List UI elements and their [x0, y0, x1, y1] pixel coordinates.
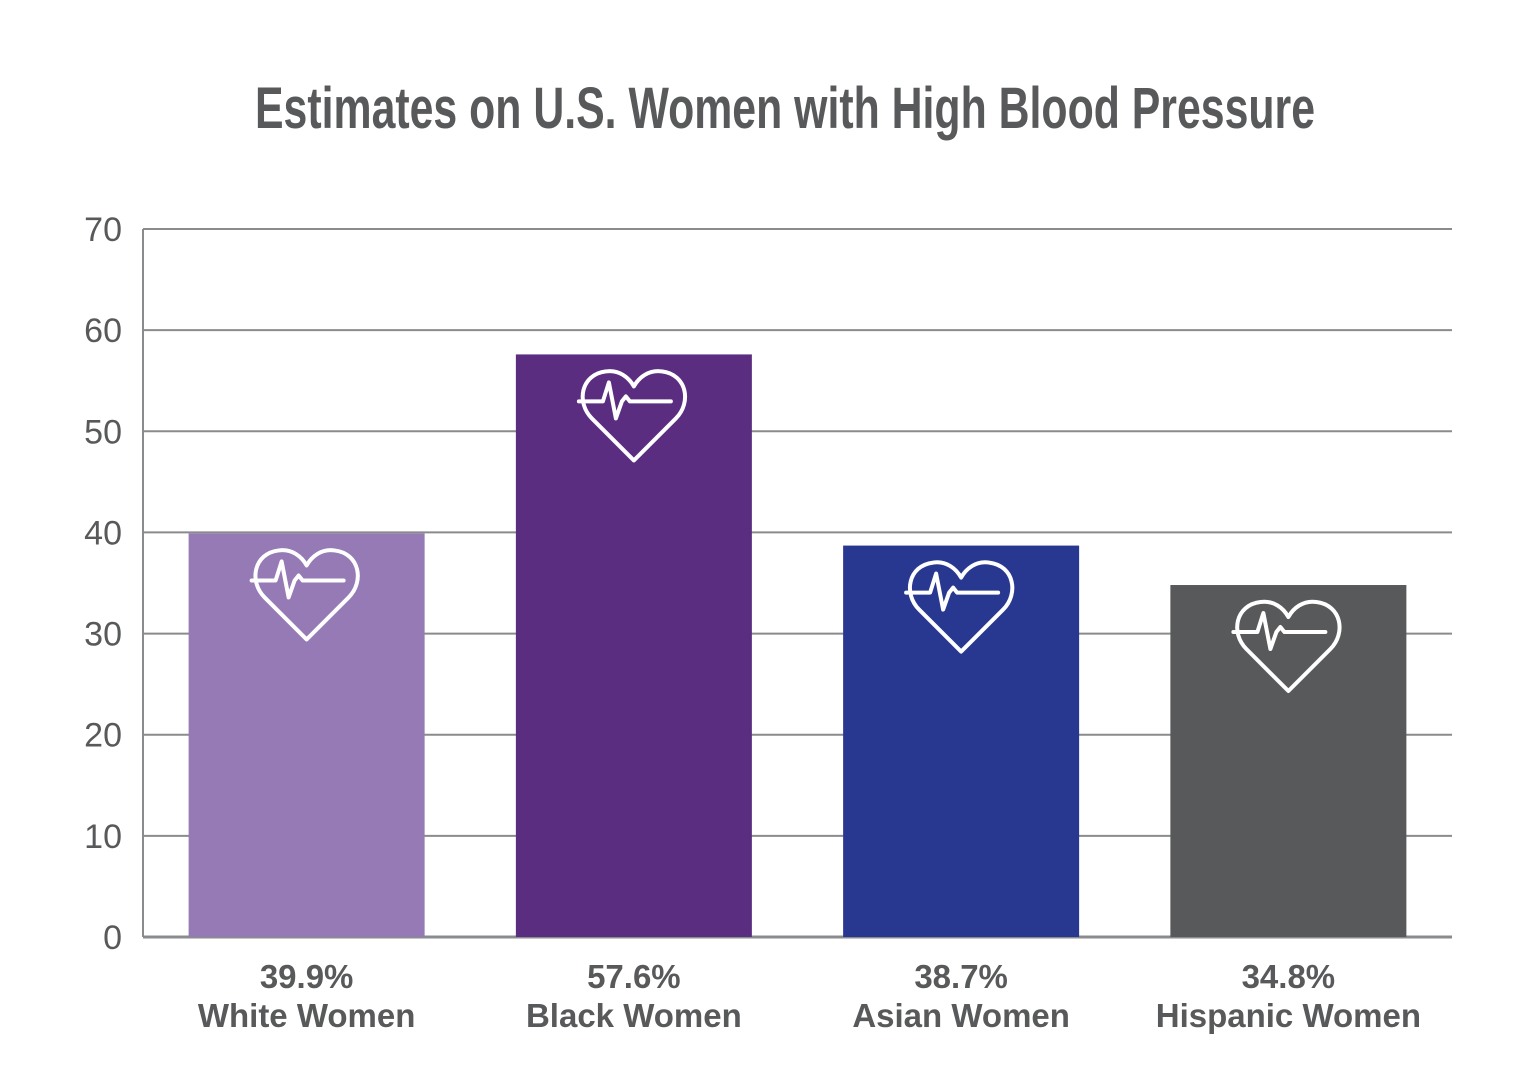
- category-label: Asian Women: [852, 997, 1070, 1034]
- category-label: White Women: [198, 997, 416, 1034]
- bar: [515, 354, 752, 938]
- category-label: Black Women: [526, 997, 742, 1034]
- bar: [843, 545, 1080, 937]
- y-tick-label: 60: [84, 312, 122, 350]
- bar-value-label: 39.9%: [260, 958, 354, 995]
- heart-pulse-icon: [1231, 599, 1342, 694]
- y-tick-label: 0: [103, 919, 122, 957]
- bar-icons: [249, 369, 1342, 694]
- bar-value-label: 57.6%: [587, 958, 681, 995]
- y-tick-labels: 0 10 20 30 40 50 60 70: [84, 211, 122, 957]
- bar: [188, 533, 425, 937]
- category-label: Hispanic Women: [1156, 997, 1421, 1034]
- y-tick-label: 70: [84, 211, 122, 249]
- bar: [1170, 585, 1407, 937]
- heart-pulse-icon: [576, 369, 687, 463]
- category-labels: 39.9%White Women 57.6%Black Women 38.7%Asi…: [198, 958, 1421, 1034]
- bar-value-label: 38.7%: [914, 958, 1008, 995]
- y-tick-label: 20: [84, 717, 122, 755]
- heart-pulse-icon: [904, 560, 1015, 654]
- bar-value-label: 34.8%: [1242, 958, 1336, 995]
- y-tick-label: 40: [84, 514, 122, 552]
- y-tick-label: 50: [84, 413, 122, 451]
- bars: [188, 354, 1407, 938]
- chart-title: Estimates on U.S. Women with High Blood …: [255, 76, 1315, 141]
- heart-pulse-icon: [249, 548, 360, 642]
- y-tick-label: 30: [84, 616, 122, 654]
- y-tick-label: 10: [84, 818, 122, 856]
